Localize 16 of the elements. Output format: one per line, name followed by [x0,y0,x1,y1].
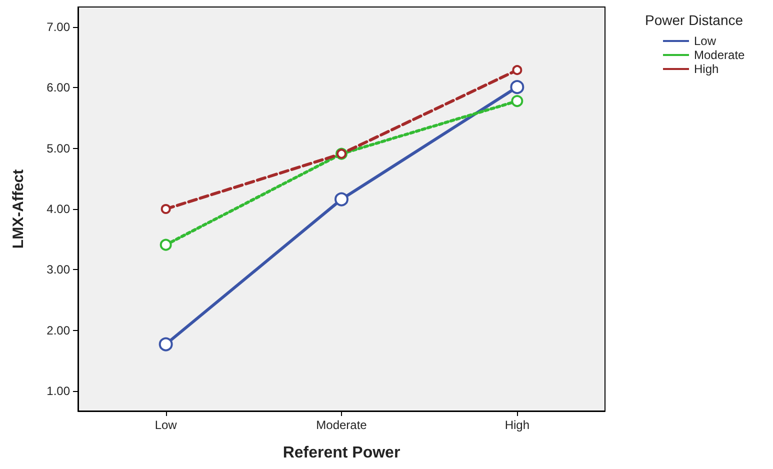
y-tick-label: 1.00 [46,384,70,398]
y-tick-label: 6.00 [46,80,70,95]
legend-label: Low [694,34,716,48]
x-tick-label: Moderate [316,418,368,432]
x-tick-label: Low [154,418,178,432]
y-tick-label: 5.00 [46,141,70,156]
y-tick-label: 3.00 [46,262,70,277]
y-tick-label: 2.00 [46,323,70,338]
legend-label: Moderate [694,48,746,62]
legend-title: Power Distance [645,12,744,28]
legend-label: High [694,62,719,76]
y-tick-label: 7.00 [46,20,70,34]
x-axis-title: Referent Power [282,444,400,462]
y-tick-label: 4.00 [46,202,70,216]
y-axis-title: LMX-Affect [10,169,27,249]
x-tick-label: High [504,418,530,432]
